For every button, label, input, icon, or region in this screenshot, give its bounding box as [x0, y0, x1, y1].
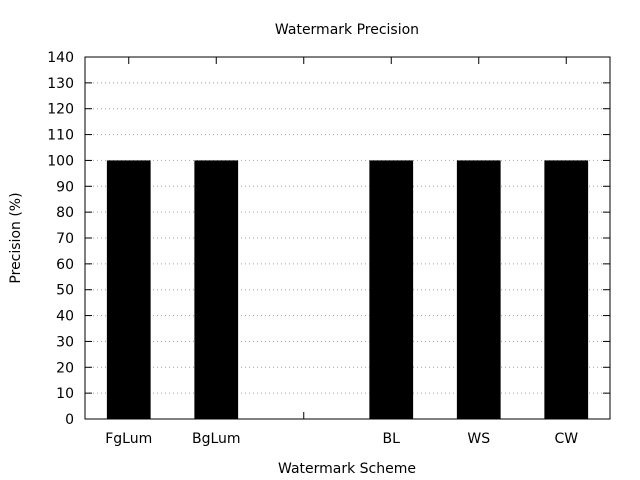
chart-title: Watermark Precision	[275, 22, 419, 38]
y-tick-label: 80	[56, 205, 74, 221]
y-tick-label: 120	[47, 102, 74, 118]
y-tick-label: 30	[56, 334, 74, 350]
y-tick-label: 0	[65, 412, 74, 428]
gridlines	[85, 82, 610, 394]
y-tick-label: 10	[56, 386, 74, 402]
bars	[106, 160, 589, 419]
plot-frame	[84, 56, 611, 420]
x-tick-label: BgLum	[192, 431, 241, 447]
y-tick-label: 140	[47, 50, 74, 66]
x-tick-label: CW	[554, 431, 578, 447]
y-tick-label: 50	[56, 283, 74, 299]
y-axis-label: Precision (%)	[8, 192, 24, 283]
bar-fglum	[106, 160, 151, 419]
y-tick-label: 60	[56, 257, 74, 273]
y-tick-label: 90	[56, 179, 74, 195]
y-tick-label: 70	[56, 231, 74, 247]
y-tick-label: 20	[56, 360, 74, 376]
bar-bglum	[194, 160, 239, 419]
x-axis-label: Watermark Scheme	[278, 461, 416, 477]
x-tick-label: BL	[383, 431, 401, 447]
bar-ws	[456, 160, 501, 419]
bar-cw	[544, 160, 589, 419]
y-tick-label: 100	[47, 153, 74, 169]
y-axis: 0 10 20 30 40 50 60 70 80 90 100 110 120 130 140	[47, 50, 610, 428]
x-axis: FgLum BgLum BL WS CW	[105, 57, 578, 447]
y-tick-label: 110	[47, 128, 74, 144]
x-tick-label: FgLum	[105, 431, 152, 447]
y-tick-label: 130	[47, 76, 74, 92]
bar-bl	[369, 160, 414, 419]
y-tick-label: 40	[56, 309, 74, 325]
x-tick-label: WS	[467, 431, 490, 447]
